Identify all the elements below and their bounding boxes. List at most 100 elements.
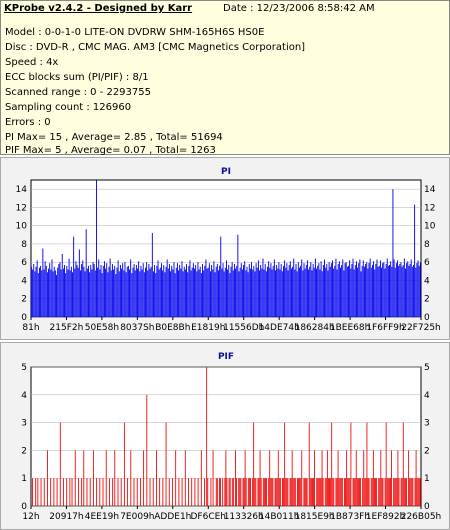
bar: [248, 264, 250, 317]
bar: [178, 270, 180, 317]
pif-chart-panel: PIF 0 0 1 1 2 2 3 3 4 4 5 5 12h 20917h 4EE19h 7E009h ADDE…: [0, 342, 450, 530]
bar: [172, 269, 174, 317]
bar: [235, 268, 237, 317]
bar: [246, 266, 248, 317]
bar: [349, 260, 351, 317]
bar: [238, 271, 240, 317]
bar: [106, 263, 108, 317]
bar: [355, 450, 357, 506]
bar: [299, 478, 301, 506]
bar: [34, 271, 36, 317]
bar: [191, 478, 193, 506]
bar: [301, 259, 303, 317]
bar: [401, 478, 403, 506]
bar: [322, 478, 324, 506]
bar: [230, 266, 232, 317]
bar: [271, 478, 273, 506]
bar: [74, 450, 76, 506]
bar: [158, 269, 160, 317]
bar: [310, 262, 312, 317]
info-line-pif-summary: PIF Max= 5 , Average= 0.07 , Total= 1263: [5, 145, 216, 156]
bar: [305, 264, 307, 317]
y-tick-label-right: 6: [424, 258, 430, 268]
bar: [397, 450, 399, 506]
bar: [382, 478, 384, 506]
bar: [362, 478, 364, 506]
bar: [348, 265, 349, 317]
bar: [166, 259, 168, 317]
bar: [398, 265, 400, 317]
bar: [93, 264, 95, 317]
bar: [145, 267, 146, 317]
bar: [200, 450, 202, 506]
y-tick-label-right: 1: [424, 474, 430, 484]
bar: [190, 270, 192, 317]
bar: [197, 478, 199, 506]
bar: [404, 478, 406, 506]
bar: [252, 478, 254, 506]
bar: [137, 268, 138, 317]
bar: [254, 478, 256, 506]
bar: [269, 450, 271, 506]
bar: [178, 478, 180, 506]
bar: [149, 268, 151, 317]
bar: [417, 260, 419, 317]
bar: [86, 268, 88, 317]
bar: [175, 450, 177, 506]
bar: [89, 272, 91, 317]
bar: [184, 450, 186, 506]
bar: [415, 267, 417, 317]
bar: [372, 450, 374, 506]
bar: [149, 478, 151, 506]
bar: [235, 450, 236, 506]
bar: [270, 478, 272, 506]
bar: [318, 263, 320, 317]
x-tick-label: 1B873Fh: [330, 512, 370, 522]
bar: [338, 261, 340, 317]
y-tick-label-right: 2: [424, 446, 430, 456]
bar: [211, 264, 213, 317]
bar: [220, 236, 222, 317]
bar: [381, 267, 382, 317]
bar: [356, 478, 358, 506]
bar: [101, 273, 103, 317]
bar: [183, 266, 185, 317]
bar: [113, 269, 115, 317]
bar: [219, 478, 220, 506]
bar: [229, 273, 231, 317]
bar: [216, 478, 218, 506]
bar: [119, 264, 121, 317]
bar: [341, 264, 343, 317]
bar: [344, 263, 346, 317]
bar: [379, 478, 381, 506]
bar: [283, 265, 284, 317]
bar: [215, 266, 217, 317]
bar: [40, 478, 42, 506]
bar: [278, 478, 280, 506]
bar: [335, 478, 337, 506]
bar: [316, 268, 317, 317]
bar: [215, 478, 217, 506]
bar: [129, 269, 130, 317]
bar: [43, 478, 45, 506]
x-tick-label: 1BEE68h: [330, 323, 370, 333]
bar: [418, 265, 420, 317]
bar: [65, 273, 67, 317]
bar: [368, 478, 370, 506]
bar: [416, 478, 418, 506]
bar: [321, 450, 323, 506]
bar: [303, 263, 305, 317]
bar: [248, 478, 250, 506]
bar: [122, 263, 124, 317]
bar: [392, 189, 394, 317]
bar: [335, 258, 337, 317]
bar: [192, 263, 194, 317]
bar: [265, 271, 267, 317]
bar: [32, 478, 33, 506]
bar: [397, 260, 398, 317]
bar: [309, 478, 311, 506]
bar: [36, 260, 38, 317]
bar: [398, 478, 400, 506]
bar: [74, 268, 76, 317]
bar: [63, 478, 64, 506]
